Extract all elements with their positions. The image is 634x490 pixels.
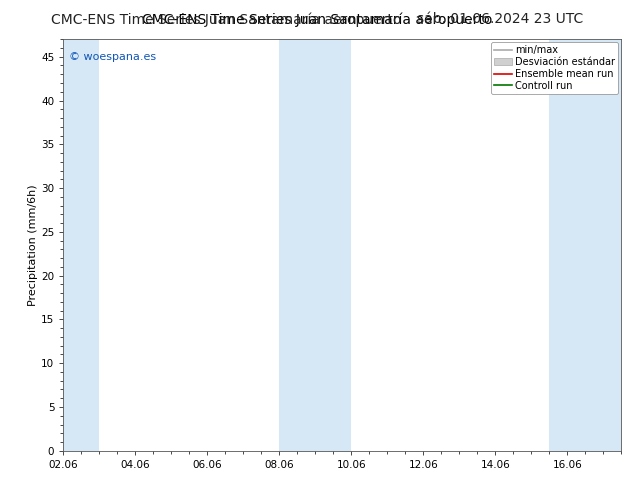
Bar <box>280 39 351 451</box>
Y-axis label: Precipitation (mm/6h): Precipitation (mm/6h) <box>29 184 38 306</box>
Bar <box>63 39 100 451</box>
Text: CMC-ENS Time Series Juan Santamaría aeropuerto: CMC-ENS Time Series Juan Santamaría aero… <box>142 12 492 27</box>
Text: sáb. 01.06.2024 23 UTC: sáb. 01.06.2024 23 UTC <box>417 12 583 26</box>
Text: © woespana.es: © woespana.es <box>69 51 156 62</box>
Bar <box>549 39 621 451</box>
Text: CMC-ENS Time Series Juan Santamaría aeropuerto: CMC-ENS Time Series Juan Santamaría aero… <box>51 12 401 27</box>
Legend: min/max, Desviación estándar, Ensemble mean run, Controll run: min/max, Desviación estándar, Ensemble m… <box>491 42 618 94</box>
